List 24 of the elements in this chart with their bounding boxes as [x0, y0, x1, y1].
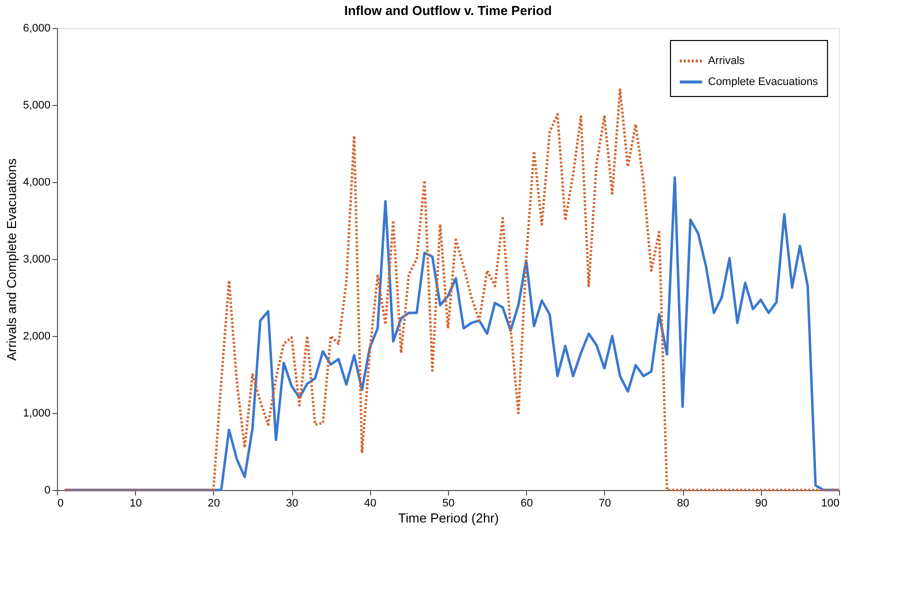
y-tick-label: 1,000 [22, 408, 50, 420]
y-tick-label: 2,000 [22, 330, 50, 342]
x-tick-label: 0 [58, 498, 64, 510]
x-tick-label: 60 [520, 498, 533, 510]
x-tick-label: 50 [442, 498, 455, 510]
y-tick-label: 4,000 [22, 176, 50, 188]
legend-label: Arrivals [708, 55, 746, 67]
x-tick-label: 80 [676, 498, 690, 510]
line-series [64, 88, 840, 492]
y-tick-label: 0 [44, 484, 50, 496]
x-tick-label: 10 [130, 498, 142, 510]
x-tick-label: 40 [364, 498, 376, 510]
x-tick-label: 70 [598, 498, 612, 510]
chart-title: Inflow and Outflow v. Time Period [344, 3, 552, 18]
y-tick-label: 5,000 [22, 100, 50, 112]
x-axis-title: Time Period (2hr) [398, 510, 499, 526]
x-tick-label: 90 [755, 498, 768, 510]
y-axis-title: Arrivals and Complete Evacuations [4, 158, 19, 361]
x-tick-label: 20 [208, 498, 220, 510]
x-tick-label: 100 [821, 498, 840, 510]
x-tick-label: 30 [286, 498, 298, 510]
legend-label: Complete Evacuations [708, 76, 819, 88]
y-tick-label: 3,000 [22, 254, 50, 266]
y-tick-label: 6,000 [22, 22, 50, 34]
